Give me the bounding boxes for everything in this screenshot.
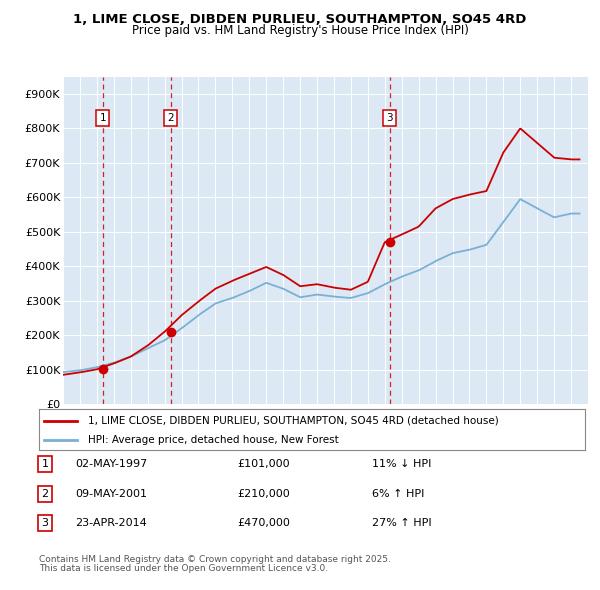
Text: 1: 1 bbox=[41, 460, 49, 469]
Text: 2: 2 bbox=[41, 489, 49, 499]
Text: 3: 3 bbox=[41, 519, 49, 528]
Text: £101,000: £101,000 bbox=[237, 460, 290, 469]
Text: £470,000: £470,000 bbox=[237, 519, 290, 528]
Text: HPI: Average price, detached house, New Forest: HPI: Average price, detached house, New … bbox=[88, 435, 339, 444]
Text: 1, LIME CLOSE, DIBDEN PURLIEU, SOUTHAMPTON, SO45 4RD: 1, LIME CLOSE, DIBDEN PURLIEU, SOUTHAMPT… bbox=[73, 13, 527, 26]
Text: 2: 2 bbox=[167, 113, 174, 123]
Text: 23-APR-2014: 23-APR-2014 bbox=[75, 519, 147, 528]
Text: Contains HM Land Registry data © Crown copyright and database right 2025.: Contains HM Land Registry data © Crown c… bbox=[39, 555, 391, 563]
Text: £210,000: £210,000 bbox=[237, 489, 290, 499]
Text: This data is licensed under the Open Government Licence v3.0.: This data is licensed under the Open Gov… bbox=[39, 564, 328, 573]
Text: 27% ↑ HPI: 27% ↑ HPI bbox=[372, 519, 431, 528]
Text: 02-MAY-1997: 02-MAY-1997 bbox=[75, 460, 147, 469]
Text: 1, LIME CLOSE, DIBDEN PURLIEU, SOUTHAMPTON, SO45 4RD (detached house): 1, LIME CLOSE, DIBDEN PURLIEU, SOUTHAMPT… bbox=[88, 416, 499, 426]
Text: 6% ↑ HPI: 6% ↑ HPI bbox=[372, 489, 424, 499]
Text: 1: 1 bbox=[100, 113, 106, 123]
Text: 11% ↓ HPI: 11% ↓ HPI bbox=[372, 460, 431, 469]
Text: 3: 3 bbox=[386, 113, 393, 123]
Text: Price paid vs. HM Land Registry's House Price Index (HPI): Price paid vs. HM Land Registry's House … bbox=[131, 24, 469, 37]
Text: 09-MAY-2001: 09-MAY-2001 bbox=[75, 489, 147, 499]
